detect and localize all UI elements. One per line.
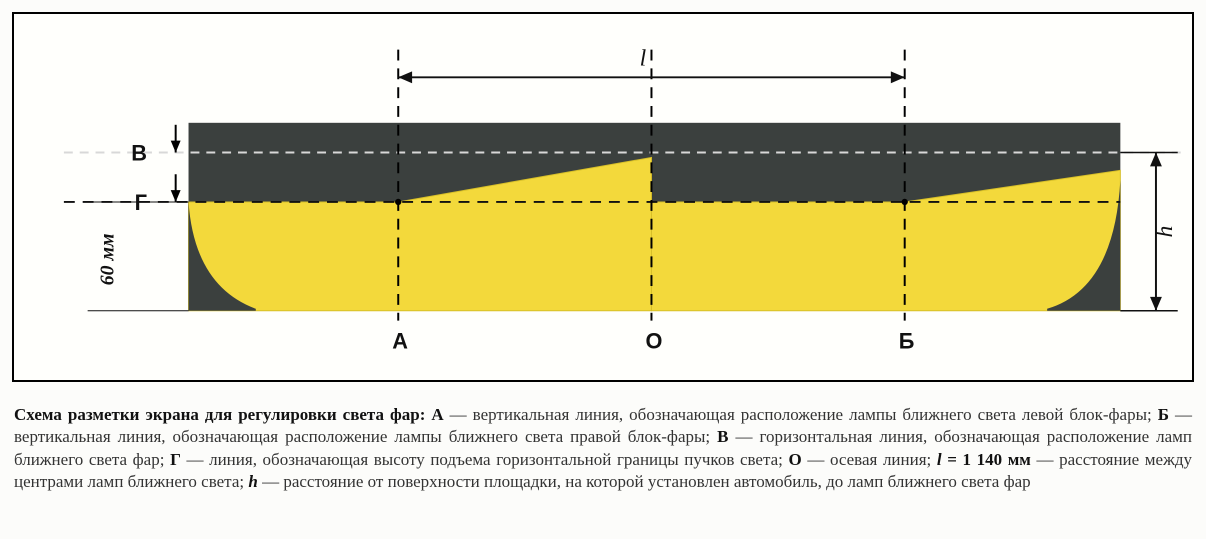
diagram-svg: l h В Г 60 мм А О Б: [14, 14, 1192, 380]
cap-txt-G: — линия, обозначающая высоту подъема гор…: [181, 450, 789, 469]
cap-txt-O: — осевая линия;: [802, 450, 937, 469]
dim-l-arrow-left: [398, 71, 412, 83]
caption-title: Схема разметки экрана для регулировки св…: [14, 405, 425, 424]
label-A: А: [392, 328, 408, 353]
caption: Схема разметки экрана для регулировки св…: [12, 404, 1194, 494]
cap-txt-h: — расстояние от поверхности площадки, на…: [258, 472, 1031, 491]
cap-sym-G: Г: [170, 450, 181, 469]
label-O: О: [646, 328, 663, 353]
cap-sym-B: Б: [1158, 405, 1169, 424]
dim-h-label: h: [1152, 226, 1178, 238]
cap-sym-A: А: [431, 405, 443, 424]
label-V: В: [131, 140, 147, 165]
tick-V-head: [171, 141, 181, 153]
dim-l-arrow-right: [891, 71, 905, 83]
cap-txt-A: — вертикальная линия, обозначающая распо…: [444, 405, 1158, 424]
diagram-frame: l h В Г 60 мм А О Б: [12, 12, 1194, 382]
dim-l-label: l: [640, 45, 647, 71]
center-dot-A: [395, 199, 401, 205]
center-dot-B: [902, 199, 908, 205]
cap-sym-V: В: [717, 427, 728, 446]
label-Bb: Б: [899, 328, 915, 353]
dim-h-arrow-bot: [1150, 297, 1162, 311]
label-60mm: 60 мм: [96, 233, 118, 285]
cap-sym-h: h: [248, 472, 257, 491]
cap-val-l: = 1 140 мм: [942, 450, 1031, 469]
dim-h-arrow-top: [1150, 152, 1162, 166]
cap-sym-O: О: [789, 450, 802, 469]
tick-G-head: [171, 190, 181, 202]
